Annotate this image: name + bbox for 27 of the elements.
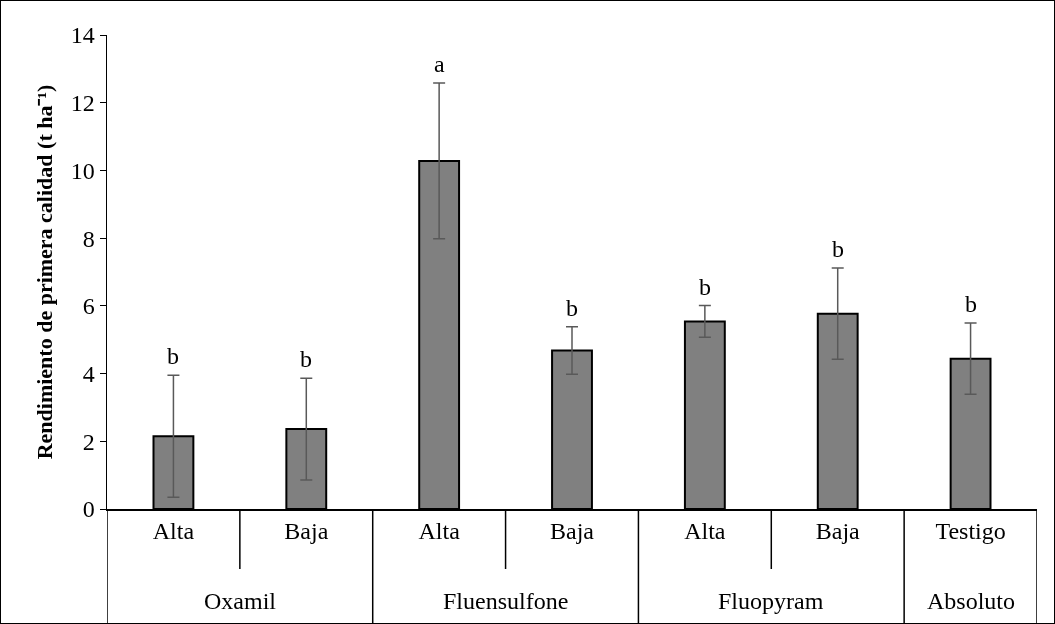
annotation: b	[566, 295, 578, 321]
y-axis-title: Rendimiento de primera calidad (t ha⁻¹)	[31, 84, 57, 460]
x-tick-label: Baja	[550, 518, 595, 545]
text: Fluopyram	[718, 588, 824, 614]
annotation: b	[965, 291, 977, 317]
text: Fluensulfone	[443, 588, 569, 614]
annotation: b	[832, 236, 844, 262]
text: Absoluto	[927, 588, 1016, 614]
y-tick-label: 10	[70, 157, 95, 184]
y-tick-label: 6	[82, 293, 95, 320]
annotation: b	[167, 343, 179, 369]
x-tick-label: Alta	[152, 518, 195, 545]
x-tick-label: Alta	[684, 518, 726, 545]
y-tick-label: 2	[82, 428, 95, 455]
x-tick-label: Baja	[815, 518, 861, 545]
annotation: b	[699, 274, 711, 300]
x-tick-label: Baja	[284, 518, 329, 545]
y-tick-label: 4	[82, 360, 95, 387]
y-tick-label: 0	[82, 496, 95, 523]
y-tick-label: 8	[82, 225, 95, 252]
x-tick-label: Alta	[418, 518, 461, 545]
annotation: a	[434, 51, 445, 77]
x-tick-label: Testigo	[935, 518, 1006, 545]
text: Oxamil	[204, 588, 277, 614]
y-tick-label: 12	[70, 90, 95, 117]
annotation: b	[300, 346, 312, 372]
y-tick-label: 14	[70, 22, 95, 49]
